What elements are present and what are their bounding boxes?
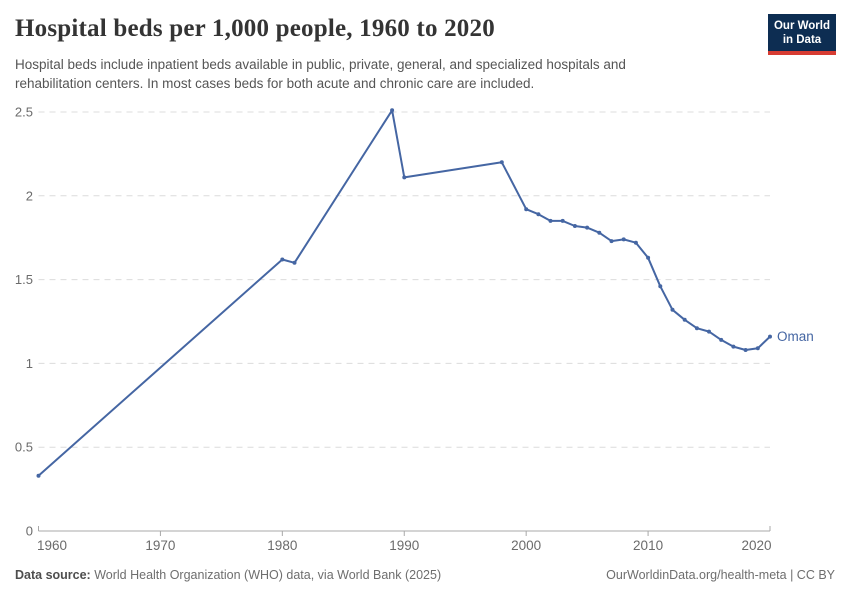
owid-logo[interactable]: Our World in Data xyxy=(768,14,836,55)
y-tick-label: 1.5 xyxy=(15,272,33,287)
x-tick-label: 1970 xyxy=(145,538,175,553)
subtitle-line-1: Hospital beds include inpatient beds ava… xyxy=(15,57,626,72)
data-point xyxy=(390,108,395,113)
y-tick-label: 0 xyxy=(26,524,33,539)
data-point xyxy=(36,473,41,478)
x-tick-label: 2020 xyxy=(741,538,771,553)
data-point xyxy=(572,224,577,228)
data-series: Oman xyxy=(36,108,814,478)
x-tick-label: 2010 xyxy=(633,538,663,553)
x-tick-label: 2000 xyxy=(511,538,541,553)
data-point xyxy=(524,207,529,212)
data-point xyxy=(694,326,699,331)
owid-site-link[interactable]: OurWorldinData.org/health-meta xyxy=(606,568,787,582)
data-source-label: Data source: xyxy=(15,568,91,582)
subtitle-line-2: rehabilitation centers. In most cases be… xyxy=(15,76,535,91)
owid-logo-line-2: in Data xyxy=(782,34,822,46)
x-tick-label: 1960 xyxy=(37,538,67,553)
x-tick-label: 1990 xyxy=(389,538,419,553)
data-point xyxy=(633,240,638,245)
data-point xyxy=(768,334,772,339)
y-tick-label: 2 xyxy=(26,188,33,203)
data-point xyxy=(682,317,687,322)
data-point xyxy=(646,255,651,260)
series-line xyxy=(37,109,771,477)
y-axis-tick-labels: 0 0.5 1 1.5 2 2.5 xyxy=(15,105,33,539)
y-tick-label: 1 xyxy=(26,356,33,371)
data-point xyxy=(536,212,541,217)
data-point xyxy=(609,239,614,244)
series-entity-label: Oman xyxy=(777,329,814,344)
chart-subtitle: Hospital beds include inpatient beds ava… xyxy=(15,55,626,93)
data-point xyxy=(743,348,748,352)
data-point xyxy=(621,237,626,242)
data-point xyxy=(280,257,285,262)
chart-title: Hospital beds per 1,000 people, 1960 to … xyxy=(15,15,495,42)
footer-right: OurWorldinData.org/health-meta | CC BY xyxy=(606,568,835,582)
data-point xyxy=(731,344,736,349)
x-axis-tick-labels: 1960 1970 1980 1990 2000 2010 2020 xyxy=(37,538,772,553)
x-axis xyxy=(38,526,771,536)
data-point xyxy=(499,160,504,165)
data-point xyxy=(755,346,760,351)
data-point xyxy=(560,218,565,223)
data-point xyxy=(597,230,602,235)
gridlines xyxy=(38,111,770,448)
license-text: | CC BY xyxy=(786,568,835,582)
y-tick-label: 0.5 xyxy=(15,440,33,455)
data-source-text: World Health Organization (WHO) data, vi… xyxy=(90,568,442,582)
data-point xyxy=(402,175,407,180)
data-point xyxy=(719,337,724,342)
data-point xyxy=(670,307,675,312)
data-source-note: Data source: World Health Organization (… xyxy=(15,568,441,582)
data-point xyxy=(658,284,663,289)
data-point xyxy=(292,260,297,265)
chart-footer: Data source: World Health Organization (… xyxy=(15,568,835,582)
data-point xyxy=(707,329,711,334)
data-point xyxy=(548,218,553,223)
data-point xyxy=(585,225,590,230)
x-tick-label: 1980 xyxy=(267,538,297,553)
y-tick-label: 2.5 xyxy=(15,105,33,120)
owid-logo-line-1: Our World xyxy=(773,20,830,32)
